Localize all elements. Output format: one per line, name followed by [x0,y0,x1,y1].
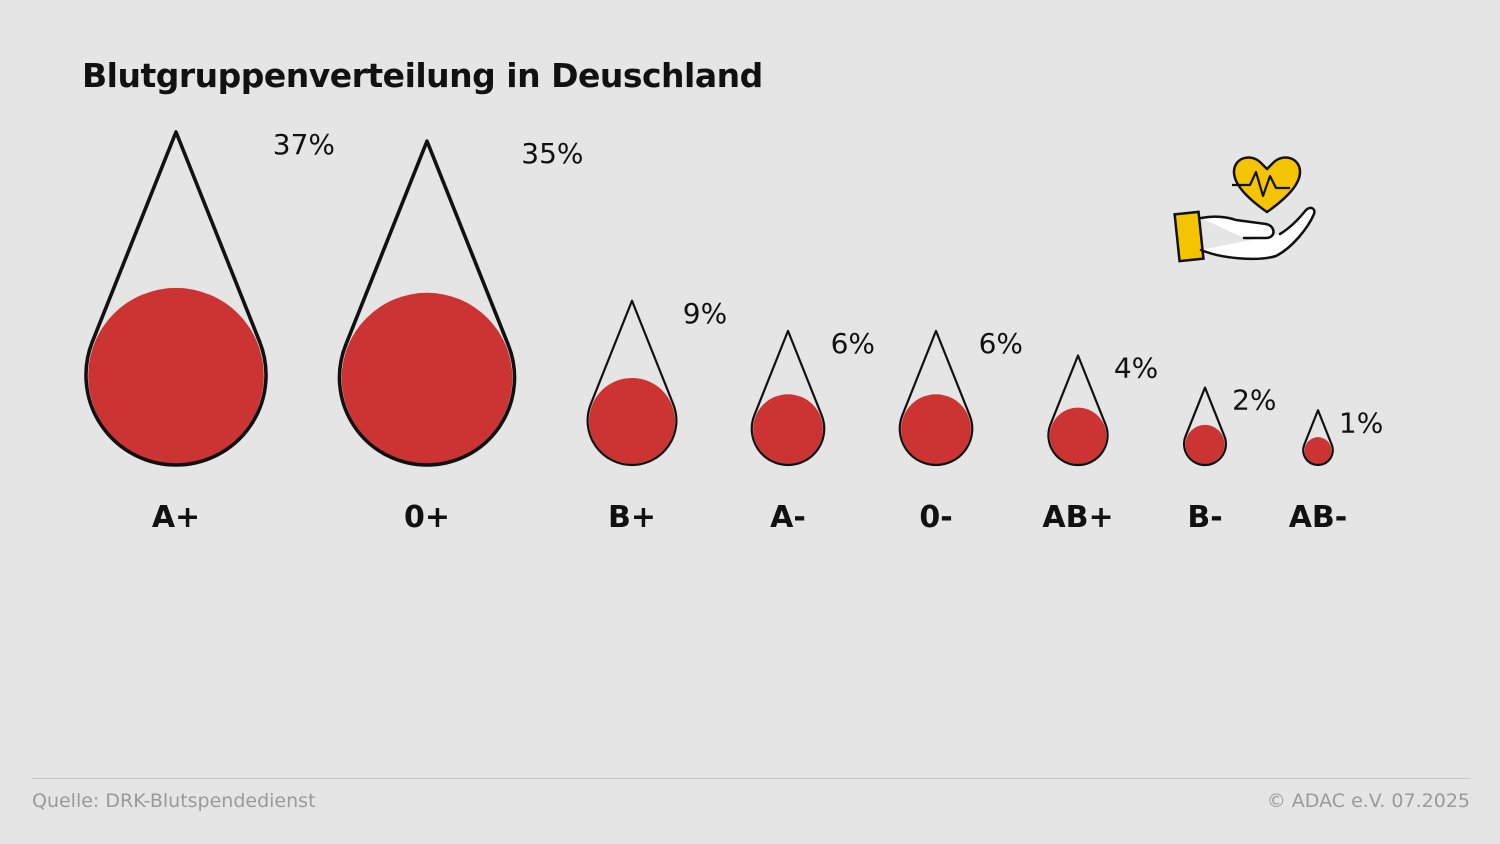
drop-fill-A+ [88,287,264,464]
drop-fill-A- [753,394,823,465]
value-label-B+: 9% [683,297,727,330]
drop-outline-AB+ [1047,354,1109,467]
category-label-0-: 0- [919,500,952,535]
drop-fill-0+ [341,292,513,464]
category-label-AB-: AB- [1289,500,1348,535]
category-label-B-: B- [1187,500,1222,535]
drop-fill-0- [901,394,971,465]
source-note: Quelle: DRK-Blutspendedienst [32,790,316,812]
drop-outline-A- [750,329,826,467]
value-label-B-: 2% [1232,384,1276,417]
value-label-A-: 6% [831,327,875,360]
value-label-AB+: 4% [1114,352,1158,385]
chart-title: Blutgruppenverteilung in Deuschland [82,56,763,95]
value-label-0-: 6% [979,327,1023,360]
heart-in-hand-icon [1173,156,1316,263]
value-label-AB-: 1% [1339,406,1383,439]
drop-fill-B- [1185,424,1225,465]
drop-fill-AB+ [1049,407,1107,465]
category-label-A-: A- [770,500,806,535]
value-label-A+: 37% [273,128,335,161]
drops-layer: 37% A+ 35% 0+ 9% B+ 6% A- 6% 0- 4% AB+ 2% B- 1% AB- [84,128,1383,535]
drop-fill-B+ [588,377,676,465]
drop-outline-B+ [586,299,678,467]
drop-outline-AB- [1302,409,1334,467]
drop-outline-B- [1182,386,1228,467]
category-label-B+: B+ [608,500,656,535]
category-label-A+: A+ [152,500,200,535]
category-label-0+: 0+ [404,500,450,535]
footer-divider [32,778,1470,779]
copyright-note: © ADAC e.V. 07.2025 [1266,790,1470,812]
drop-outline-0+ [337,139,517,467]
drop-fill-AB- [1304,437,1332,465]
drop-outline-0- [898,329,974,467]
drop-outline-A+ [84,130,268,467]
category-label-AB+: AB+ [1042,500,1113,535]
value-label-0+: 35% [521,137,583,170]
